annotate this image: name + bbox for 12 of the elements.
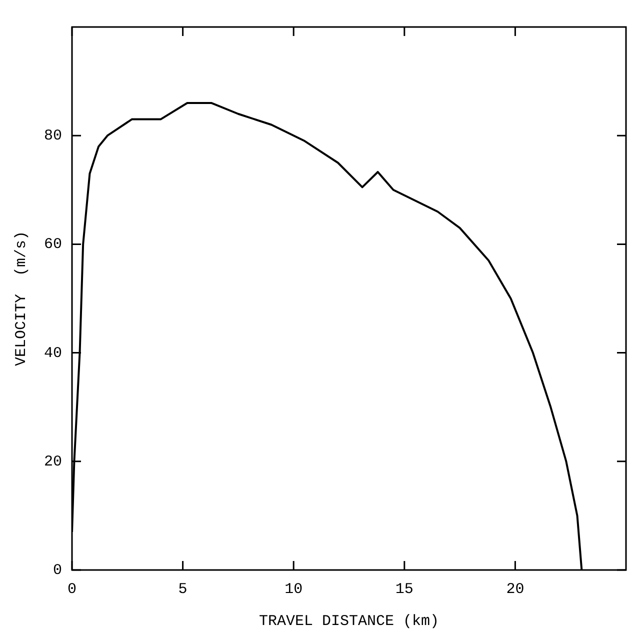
- y-tick-label: 80: [44, 128, 62, 145]
- y-tick-label: 20: [44, 453, 62, 470]
- y-axis-title: VELOCITY (m/s): [12, 230, 30, 366]
- x-tick-label: 20: [506, 580, 524, 598]
- y-tick-label: 60: [44, 236, 62, 254]
- x-tick-label: 10: [284, 580, 303, 598]
- x-tick-label: 0: [67, 580, 77, 598]
- y-tick-label: 0: [52, 562, 62, 579]
- x-tick-label: 15: [395, 580, 414, 598]
- x-tick-label: 5: [178, 580, 188, 598]
- y-tick-label: 40: [44, 344, 62, 362]
- x-axis-title: TRAVEL DISTANCE (km): [258, 612, 440, 630]
